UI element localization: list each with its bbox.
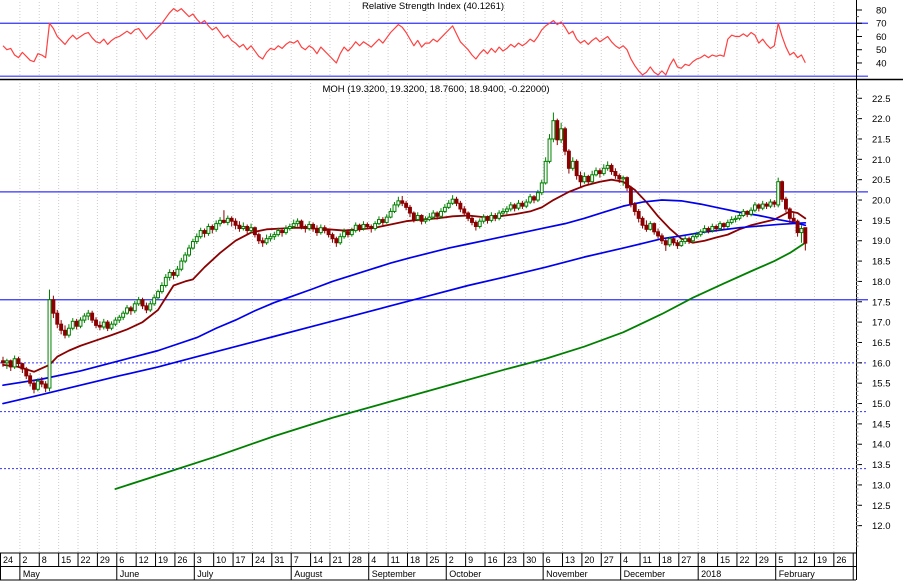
svg-text:15.5: 15.5 bbox=[872, 379, 891, 390]
week-tick-label: 25 bbox=[429, 555, 439, 565]
week-tick-label: 16 bbox=[488, 555, 498, 565]
week-tick-label: 30 bbox=[526, 555, 536, 565]
moving-averages bbox=[2, 178, 807, 490]
week-tick-label: 18 bbox=[662, 555, 672, 565]
week-tick-label: 27 bbox=[604, 555, 614, 565]
week-tick-label: 26 bbox=[836, 555, 846, 565]
week-tick-label: 24 bbox=[3, 555, 13, 565]
svg-text:18.0: 18.0 bbox=[872, 277, 891, 288]
svg-text:16.5: 16.5 bbox=[872, 338, 891, 349]
svg-text:50: 50 bbox=[876, 45, 887, 56]
week-tick-label: 11 bbox=[391, 555, 400, 565]
week-tick-label: 4 bbox=[623, 555, 628, 565]
week-tick-label: 12 bbox=[798, 555, 808, 565]
week-tick-label: 18 bbox=[410, 555, 420, 565]
rsi-y-axis: 80 70 60 50 40 bbox=[856, 6, 887, 71]
week-tick-label: 4 bbox=[371, 555, 376, 565]
week-tick-label: 6 bbox=[119, 555, 124, 565]
week-tick-label: 2 bbox=[22, 555, 27, 565]
week-tick-label: 21 bbox=[332, 555, 342, 565]
week-tick-label: 27 bbox=[681, 555, 691, 565]
week-tick-label: 31 bbox=[274, 555, 284, 565]
svg-text:21.0: 21.0 bbox=[872, 155, 891, 166]
week-tick-label: 22 bbox=[739, 555, 749, 565]
svg-text:16.0: 16.0 bbox=[872, 358, 891, 369]
svg-text:80: 80 bbox=[876, 6, 887, 17]
rsi-panel-title: Relative Strength Index (40.1261) bbox=[361, 1, 505, 12]
week-tick-label: 6 bbox=[546, 555, 551, 565]
svg-text:12.5: 12.5 bbox=[872, 501, 891, 512]
week-tick-label: 19 bbox=[817, 555, 827, 565]
week-tick-label: 29 bbox=[100, 555, 110, 565]
month-label: June bbox=[120, 569, 140, 579]
svg-text:22.5: 22.5 bbox=[872, 94, 891, 105]
svg-text:60: 60 bbox=[876, 32, 887, 43]
svg-text:21.5: 21.5 bbox=[872, 134, 891, 145]
ma-mid-blue-1 bbox=[2, 199, 807, 387]
price-levels bbox=[0, 191, 868, 470]
week-tick-label: 20 bbox=[584, 555, 594, 565]
week-tick-label: 24 bbox=[255, 555, 265, 565]
svg-text:12.0: 12.0 bbox=[872, 521, 891, 532]
svg-text:17.0: 17.0 bbox=[872, 318, 891, 329]
month-label: May bbox=[23, 569, 41, 579]
week-tick-label: 2 bbox=[449, 555, 454, 565]
week-tick-label: 28 bbox=[352, 555, 362, 565]
ma-slow-green bbox=[114, 241, 807, 490]
month-label: December bbox=[624, 569, 666, 579]
svg-text:19.0: 19.0 bbox=[872, 236, 891, 247]
svg-text:14.5: 14.5 bbox=[872, 419, 891, 430]
svg-text:22.0: 22.0 bbox=[872, 114, 891, 125]
month-label: October bbox=[449, 569, 481, 579]
month-label: November bbox=[546, 569, 588, 579]
price-y-axis: 22.5 22.0 21.5 21.0 20.5 20.0 19.5 19.0 18.5 18.0… bbox=[856, 89, 891, 547]
week-tick-label: 9 bbox=[468, 555, 473, 565]
week-tick-label: 13 bbox=[565, 555, 575, 565]
svg-text:20.5: 20.5 bbox=[872, 175, 891, 186]
week-tick-label: 10 bbox=[216, 555, 226, 565]
week-labels: 24 2 8 15 22 29 6 12 19 26 3 10 17 24 31 7 14 21 28 4 11 18 25… bbox=[0, 553, 854, 567]
ma-fast-maroon bbox=[2, 178, 807, 373]
svg-text:17.5: 17.5 bbox=[872, 297, 891, 308]
svg-text:14.0: 14.0 bbox=[872, 440, 891, 451]
week-tick-label: 12 bbox=[139, 555, 149, 565]
week-tick-label: 11 bbox=[643, 555, 652, 565]
month-label: September bbox=[372, 569, 416, 579]
svg-text:70: 70 bbox=[876, 19, 887, 30]
week-tick-label: 29 bbox=[759, 555, 769, 565]
week-tick-label: 7 bbox=[294, 555, 299, 565]
svg-text:13.0: 13.0 bbox=[872, 480, 891, 491]
svg-text:20.0: 20.0 bbox=[872, 196, 891, 207]
svg-text:19.5: 19.5 bbox=[872, 216, 891, 227]
svg-text:13.5: 13.5 bbox=[872, 460, 891, 471]
month-label: 2018 bbox=[701, 569, 721, 579]
svg-text:40: 40 bbox=[876, 58, 887, 69]
svg-text:18.5: 18.5 bbox=[872, 257, 891, 268]
rsi-panel bbox=[0, 8, 868, 77]
week-tick-label: 5 bbox=[778, 555, 783, 565]
week-tick-label: 15 bbox=[720, 555, 730, 565]
week-tick-label: 17 bbox=[236, 555, 246, 565]
week-tick-label: 8 bbox=[701, 555, 706, 565]
week-tick-label: 15 bbox=[61, 555, 71, 565]
week-tick-label: 23 bbox=[507, 555, 517, 565]
month-label: August bbox=[294, 569, 323, 579]
week-tick-label: 8 bbox=[42, 555, 47, 565]
month-labels: May June July August September October Novembe… bbox=[0, 566, 854, 580]
svg-text:15.0: 15.0 bbox=[872, 399, 891, 410]
week-tick-label: 3 bbox=[197, 555, 202, 565]
week-gridlines bbox=[19, 2, 835, 552]
candlesticks bbox=[1, 112, 808, 394]
month-label: July bbox=[197, 569, 214, 579]
week-tick-label: 19 bbox=[158, 555, 168, 565]
month-label: February bbox=[779, 569, 816, 579]
week-tick-label: 26 bbox=[177, 555, 187, 565]
week-tick-label: 22 bbox=[81, 555, 91, 565]
price-panel-title: MOH (19.3200, 19.3200, 18.7600, 18.9400,… bbox=[322, 84, 550, 95]
week-tick-label: 14 bbox=[313, 555, 323, 565]
